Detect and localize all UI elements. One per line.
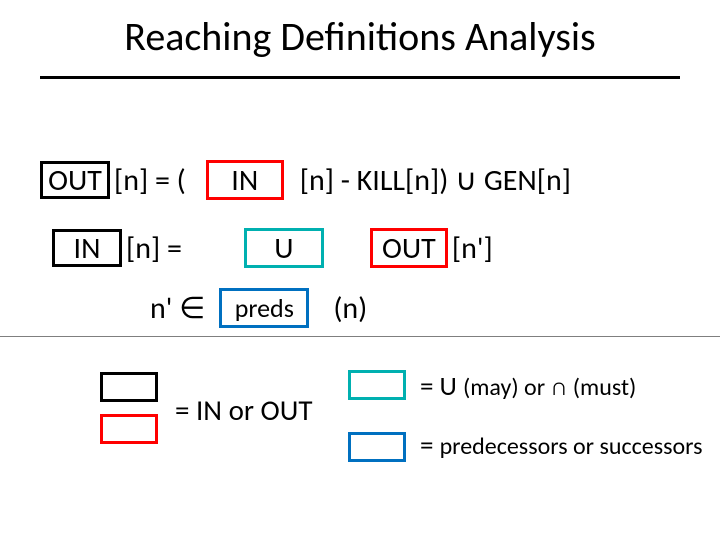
- legend-r1-tail: (may) or ∩ (must): [463, 373, 636, 402]
- legend-r2-pre: =: [420, 429, 440, 462]
- equation-preds: n' ∈ preds (n): [150, 288, 367, 328]
- legend-right-2: = predecessors or successors: [420, 430, 710, 461]
- slide-title: Reaching Definitions Analysis: [0, 12, 720, 61]
- box-u-teal: U: [244, 228, 324, 268]
- legend-left-label: = IN or OUT: [175, 392, 312, 428]
- box-out: OUT: [40, 161, 110, 199]
- midline: [0, 336, 720, 337]
- legend-r2-tail: predecessors or successors: [440, 432, 703, 461]
- box-preds-blue: preds: [219, 288, 309, 328]
- eq3-rhs: (n): [333, 290, 367, 327]
- legend-box-blue: [348, 432, 406, 462]
- title-underline: [40, 76, 680, 79]
- eq1-tail: [n] - KILL[n]) ∪ GEN[n]: [300, 162, 571, 199]
- equation-out: OUT [n] = ( IN [n] - KILL[n]) ∪ GEN[n]: [40, 160, 571, 200]
- eq2-after-out: [n']: [452, 230, 493, 267]
- legend-box-teal: [348, 370, 406, 400]
- box-in-black: IN: [52, 229, 122, 267]
- box-out-red: OUT: [370, 228, 448, 268]
- equation-in: IN [n] = U OUT [n']: [52, 228, 497, 268]
- eq1-after-out: [n] = (: [114, 162, 186, 199]
- eq3-lhs: n' ∈: [150, 290, 205, 327]
- legend-r1-pre: = U: [420, 370, 463, 403]
- legend-right-1: = U (may) or ∩ (must): [420, 370, 710, 403]
- legend-box-black: [100, 372, 158, 402]
- legend-box-red: [100, 414, 158, 444]
- eq2-after-in: [n] =: [126, 230, 182, 267]
- box-in-red: IN: [206, 160, 284, 200]
